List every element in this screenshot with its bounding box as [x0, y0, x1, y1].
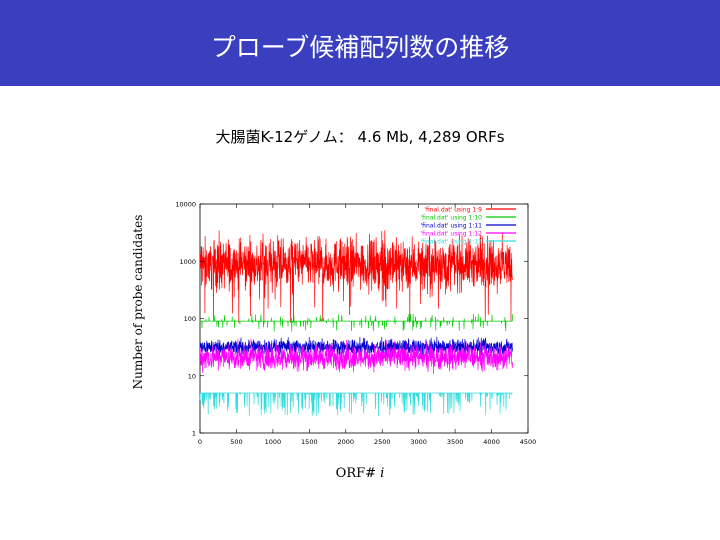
series-line-4	[199, 338, 513, 375]
x-tick-label: 2500	[374, 438, 391, 446]
series-line-1	[199, 230, 513, 324]
slide-title: プローブ候補配列数の推移	[210, 33, 510, 62]
y-tick-label: 1	[192, 430, 196, 438]
y-tick-label: 10000	[175, 201, 196, 209]
legend-label: 'final.dat' using 1:12	[421, 231, 483, 238]
x-tick-label: 1500	[301, 438, 318, 446]
y-tick-label: 1000	[179, 258, 196, 266]
x-axis-label-var: i	[380, 466, 385, 481]
x-axis-label-prefix: ORF#	[335, 466, 377, 481]
series-line-5	[199, 392, 513, 417]
title-bar: プローブ候補配列数の推移	[0, 0, 720, 86]
slide-subtitle: 大腸菌K-12ゲノム： 4.6 Mb, 4,289 ORFs	[215, 128, 505, 146]
y-tick-label: 100	[184, 315, 196, 323]
series-line-3	[199, 336, 513, 359]
x-tick-label: 2000	[338, 438, 355, 446]
x-tick-label: 3500	[447, 438, 464, 446]
x-tick-label: 0	[198, 438, 202, 446]
x-tick-label: 500	[230, 438, 242, 446]
x-tick-label: 3000	[410, 438, 427, 446]
series-line-2	[199, 313, 513, 332]
x-axis-label: ORF# i	[0, 466, 720, 481]
y-tick-label: 10	[188, 372, 196, 380]
legend-label: 'final.dat' using 1:11	[421, 223, 483, 230]
legend-label: 'final.dat' using 1:9	[424, 207, 482, 214]
legend-label: 'final.dat' using 1:10	[421, 215, 483, 222]
x-tick-label: 4000	[483, 438, 500, 446]
x-tick-label: 1000	[265, 438, 282, 446]
x-tick-label: 4500	[520, 438, 537, 446]
legend-label: 'final.dat' using 1:13	[421, 239, 483, 246]
